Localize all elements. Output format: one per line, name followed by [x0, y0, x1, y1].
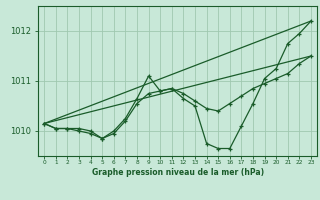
X-axis label: Graphe pression niveau de la mer (hPa): Graphe pression niveau de la mer (hPa) [92, 168, 264, 177]
